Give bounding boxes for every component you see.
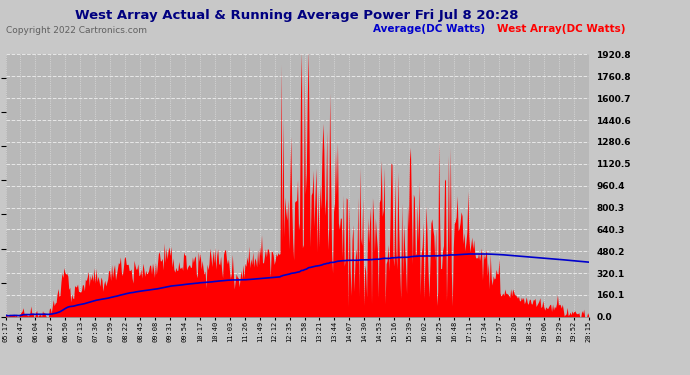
Text: West Array(DC Watts): West Array(DC Watts) [497, 24, 625, 34]
Text: Average(DC Watts): Average(DC Watts) [373, 24, 484, 34]
Text: West Array Actual & Running Average Power Fri Jul 8 20:28: West Array Actual & Running Average Powe… [75, 9, 518, 22]
Text: Copyright 2022 Cartronics.com: Copyright 2022 Cartronics.com [6, 26, 146, 35]
